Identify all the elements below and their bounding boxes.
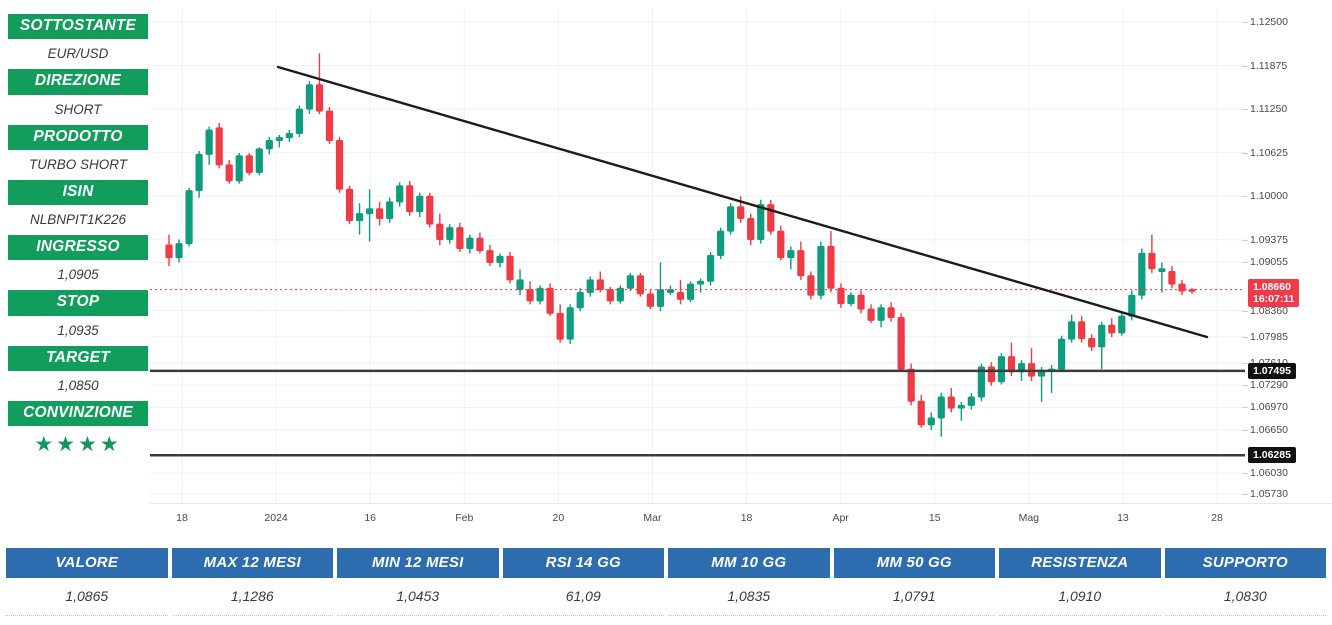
price-tick-label: 1.10000	[1250, 190, 1288, 203]
price-tick-label: 1.06970	[1250, 401, 1288, 414]
sidebar-value-direzione: SHORT	[8, 94, 148, 125]
table-column: MM 10 GG 1,0835	[668, 548, 830, 616]
sidebar-value-prodotto: TURBO SHORT	[8, 149, 148, 180]
table-column: RSI 14 GG 61,09	[502, 548, 664, 616]
date-tick-label: 28	[1211, 512, 1223, 524]
date-tick-label: 16	[364, 512, 377, 524]
sidebar-value-sottostante: EUR/USD	[8, 39, 148, 70]
price-tick-label: 1.07985	[1250, 330, 1288, 343]
table-column: VALORE 1,0865	[6, 548, 168, 616]
price-tick-label: 1.12500	[1250, 15, 1288, 28]
price-chart: 1.12500 1.11875 1.11250 1.10625 1.10000 1.093…	[150, 8, 1332, 538]
table-column: MM 50 GG 1,0791	[833, 548, 995, 616]
sidebar-value-stop: 1,0935	[8, 315, 148, 346]
price-tick-mark	[1242, 196, 1248, 198]
date-tick-label: 15	[928, 512, 941, 524]
sidebar-label-stop: STOP	[8, 290, 148, 316]
sidebar-label-sottostante: SOTTOSTANTE	[8, 14, 148, 40]
time-axis: 18 2024 16 Feb 20 Mar 18 Apr 15 Mag 13 28	[150, 503, 1332, 539]
price-tick-mark	[1242, 310, 1248, 312]
date-tick-label: 20	[552, 512, 565, 524]
price-tick-mark	[1242, 336, 1248, 338]
date-tick-label: Mag	[1018, 512, 1040, 524]
price-tick-label: 1.06030	[1250, 467, 1288, 480]
sidebar-value-target: 1,0850	[8, 370, 148, 401]
column-header-min-12-mesi: MIN 12 MESI	[337, 548, 499, 578]
price-tick-mark	[1242, 152, 1248, 154]
date-tick-label: 2024	[264, 512, 288, 524]
price-tick-label: 1.11875	[1250, 59, 1288, 72]
sidebar-label-isin: ISIN	[8, 179, 148, 206]
column-header-rsi-14-gg: RSI 14 GG	[502, 548, 664, 578]
level-price-badge: 1.06285	[1248, 447, 1296, 464]
column-header-resistenza: RESISTENZA	[999, 548, 1161, 578]
price-tick-mark	[1242, 65, 1248, 67]
price-tick-mark	[1242, 362, 1248, 364]
column-header-mm-50-gg: MM 50 GG	[833, 548, 995, 578]
column-value-mm-50-gg: 1,0791	[833, 578, 995, 616]
price-tick-label: 1.05730	[1250, 487, 1288, 500]
date-tick-label: 18	[740, 512, 753, 524]
column-value-mm-10-gg: 1,0835	[668, 578, 830, 616]
column-value-supporto: 1,0830	[1164, 578, 1326, 616]
price-tick-mark	[1242, 385, 1248, 387]
level-price-badge: 1.07495	[1248, 362, 1296, 379]
column-value-max-12-mesi: 1,1286	[171, 578, 333, 616]
price-tick-mark	[1242, 407, 1248, 409]
date-tick-label: Apr	[832, 512, 849, 524]
sidebar-label-direzione: DIREZIONE	[8, 69, 148, 95]
price-tick-label: 1.07290	[1250, 379, 1288, 392]
column-value-valore: 1,0865	[6, 578, 168, 616]
price-tick-mark	[1242, 109, 1248, 111]
table-column: RESISTENZA 1,0910	[999, 548, 1161, 616]
price-tick-mark	[1242, 493, 1248, 495]
price-axis: 1.12500 1.11875 1.11250 1.10625 1.10000 1.093…	[1242, 8, 1332, 538]
indicator-table: VALORE 1,0865 MAX 12 MESI 1,1286 MIN 12 …	[6, 548, 1326, 616]
date-tick-label: 13	[1117, 512, 1129, 524]
date-tick-label: Feb	[455, 512, 474, 524]
price-tick-mark	[1242, 21, 1248, 23]
sidebar-value-ingresso: 1,0905	[8, 260, 148, 291]
sidebar-label-target: TARGET	[8, 345, 148, 371]
column-value-rsi-14-gg: 61,09	[502, 578, 664, 616]
trade-summary-sidebar: SOTTOSTANTE EUR/USD DIREZIONE SHORT PROD…	[8, 14, 148, 466]
table-column: MAX 12 MESI 1,1286	[171, 548, 333, 616]
column-value-min-12-mesi: 1,0453	[337, 578, 499, 616]
column-header-valore: VALORE	[6, 548, 168, 578]
current-price-badge: 1.08660 16:07:11	[1248, 278, 1300, 307]
column-header-max-12-mesi: MAX 12 MESI	[171, 548, 333, 578]
current-price-value: 1.08660	[1253, 280, 1291, 293]
column-value-resistenza: 1,0910	[999, 578, 1161, 616]
price-tick-label: 1.11250	[1250, 103, 1288, 116]
date-tick-label: Mar	[643, 512, 662, 524]
current-price-time: 16:07:11	[1253, 292, 1295, 305]
sidebar-label-ingresso: INGRESSO	[8, 235, 148, 261]
price-tick-label: 1.10625	[1250, 146, 1288, 159]
conviction-stars: ★★★★	[8, 426, 148, 466]
table-column: MIN 12 MESI 1,0453	[337, 548, 499, 616]
date-tick-label: 18	[176, 512, 188, 524]
price-tick-mark	[1242, 262, 1248, 264]
price-tick-mark	[1242, 429, 1248, 431]
sidebar-label-prodotto: PRODOTTO	[8, 124, 148, 150]
candlestick-svg	[150, 8, 1245, 503]
price-tick-label: 1.09055	[1250, 256, 1288, 269]
price-tick-label: 1.06650	[1250, 423, 1288, 436]
price-tick-label: 1.08360	[1250, 304, 1288, 317]
price-tick-mark	[1242, 473, 1248, 475]
column-header-supporto: SUPPORTO	[1164, 548, 1326, 578]
price-tick-mark	[1242, 239, 1248, 241]
sidebar-label-convinzione: CONVINZIONE	[8, 400, 148, 427]
sidebar-value-isin: NLBNPIT1K226	[8, 205, 148, 236]
table-column: SUPPORTO 1,0830	[1164, 548, 1326, 616]
candlestick-plot[interactable]	[150, 8, 1245, 503]
column-header-mm-10-gg: MM 10 GG	[668, 548, 830, 578]
price-tick-label: 1.09375	[1250, 233, 1288, 246]
